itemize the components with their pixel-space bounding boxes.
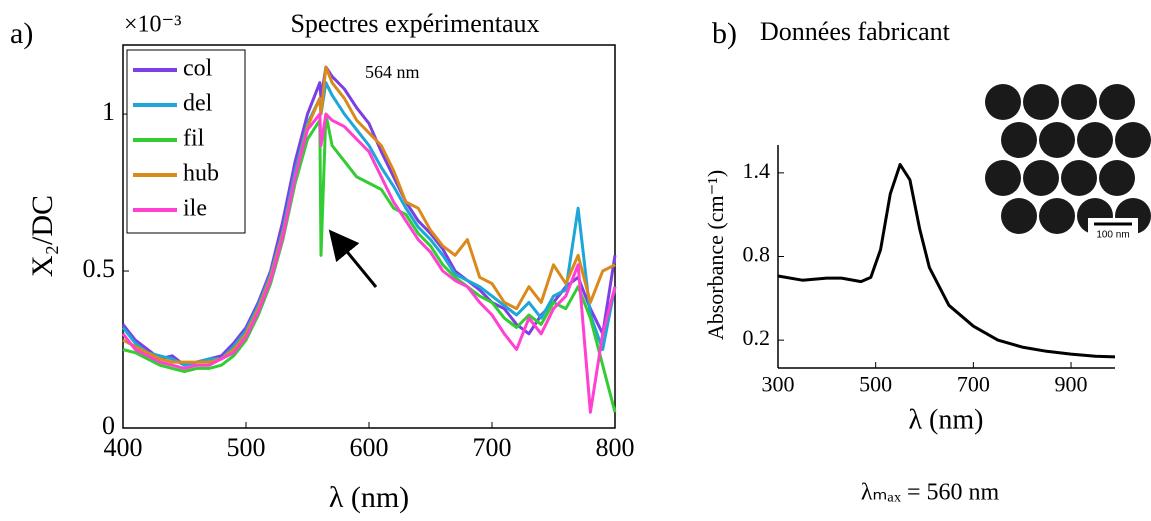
x-tick-label: 300 (762, 372, 795, 397)
y-tick-label: 0.8 (743, 242, 771, 267)
chart-title: Spectres expérimentaux (290, 9, 539, 38)
x-tick-label: 700 (957, 372, 990, 397)
data-line (121, 81, 617, 367)
data-line (777, 163, 1116, 359)
x-tick-label: 500 (859, 372, 892, 397)
y-axis-label: Absorbance (cm⁻¹) (703, 170, 728, 340)
y-tick-label: 0.5 (83, 254, 116, 283)
particle (1099, 160, 1135, 196)
data-line (122, 65, 616, 364)
x-tick-label: 900 (1055, 372, 1088, 397)
particle (1023, 160, 1059, 196)
particle (1001, 198, 1037, 234)
particle (1023, 84, 1059, 120)
particle (1039, 198, 1075, 234)
legend-label: col (183, 56, 213, 82)
particle (1061, 84, 1097, 120)
multiplier: ×10⁻³ (124, 12, 181, 38)
x-axis-label: λ (nm) (908, 404, 983, 435)
legend-label: hub (183, 161, 219, 187)
data-line (122, 112, 617, 413)
scale-label: 100 nm (1096, 230, 1129, 241)
annotation: 564 nm (365, 62, 420, 82)
panel-label: a) (10, 17, 33, 50)
particle (1039, 122, 1075, 158)
particle (985, 160, 1021, 196)
note: λₘₐₓ = 560 nm (861, 480, 1000, 506)
particle (1099, 84, 1135, 120)
particle (985, 84, 1021, 120)
y-tick-label: 0.2 (743, 325, 771, 350)
chart-title: Données fabricant (760, 17, 951, 46)
y-axis-label: X₂/DC (26, 195, 59, 277)
y-tick-label: 1.4 (743, 158, 771, 183)
particle (1115, 122, 1151, 158)
x-axis-label: λ (nm) (329, 481, 409, 514)
y-tick-label: 1 (102, 97, 115, 126)
inset-image: 100 nm (985, 84, 1151, 245)
x-tick-label: 400 (104, 433, 143, 462)
x-tick-label: 600 (350, 433, 389, 462)
particle (1001, 122, 1037, 158)
particle (1077, 122, 1113, 158)
x-tick-label: 800 (596, 433, 635, 462)
y-tick-label: 0 (102, 411, 115, 440)
particle (1061, 160, 1097, 196)
legend-label: del (183, 91, 213, 117)
legend-label: ile (183, 196, 207, 222)
legend-label: fil (183, 126, 205, 152)
arrow (328, 229, 378, 288)
data-line (121, 112, 617, 414)
x-tick-label: 700 (473, 433, 512, 462)
panel-label: b) (712, 17, 737, 50)
x-tick-label: 500 (227, 433, 266, 462)
